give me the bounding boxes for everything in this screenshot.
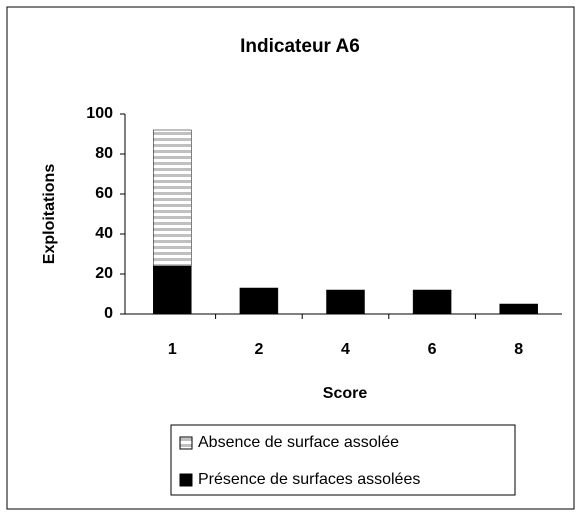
bar-segment bbox=[239, 287, 279, 315]
bar-segment bbox=[153, 129, 192, 267]
y-tick-label: 80 bbox=[95, 145, 113, 162]
bar-segment bbox=[499, 303, 538, 315]
x-tick-label: 8 bbox=[514, 341, 523, 358]
chart-title: Indicateur A6 bbox=[240, 36, 360, 57]
x-tick-label: 4 bbox=[341, 341, 350, 358]
bar-segment bbox=[326, 289, 365, 315]
x-tick-label: 2 bbox=[254, 341, 263, 358]
legend-swatch bbox=[179, 473, 193, 487]
legend bbox=[170, 424, 516, 496]
y-tick-label: 100 bbox=[86, 105, 113, 122]
y-tick-label: 20 bbox=[95, 265, 113, 282]
x-axis-label: Score bbox=[323, 385, 368, 402]
legend-label: Présence de surfaces assolées bbox=[198, 471, 420, 488]
y-tick-label: 40 bbox=[95, 225, 113, 242]
x-tick-label: 6 bbox=[428, 341, 437, 358]
legend-swatch bbox=[179, 436, 193, 450]
x-tick-label: 1 bbox=[168, 341, 177, 358]
legend-label: Absence de surface assolée bbox=[198, 434, 399, 451]
bar-segment bbox=[412, 289, 452, 315]
y-axis-label: Exploitations bbox=[41, 164, 58, 265]
bar-segment bbox=[153, 265, 192, 315]
y-tick-label: 60 bbox=[95, 185, 113, 202]
y-tick-label: 0 bbox=[104, 305, 113, 322]
